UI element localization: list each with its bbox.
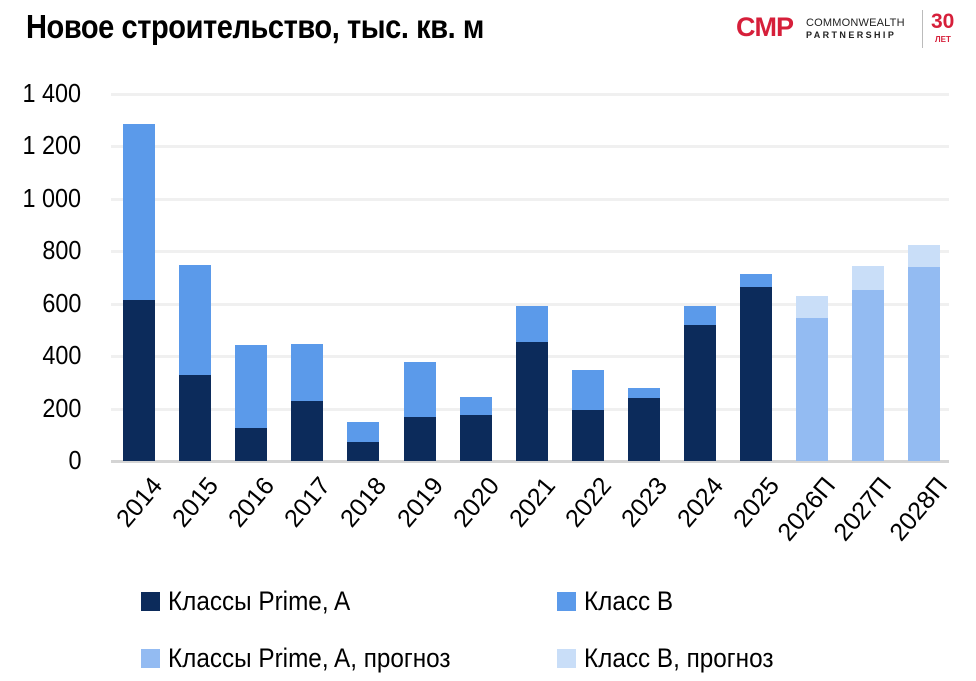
- legend-swatch: [557, 649, 576, 668]
- y-tick-label: 1 000: [22, 182, 81, 213]
- bar-segment: [235, 427, 268, 461]
- bar-segment: [740, 274, 773, 287]
- bar-segment: [740, 286, 773, 461]
- bar-segment: [179, 264, 212, 375]
- legend-item: Классы Prime, A, прогноз: [141, 643, 482, 674]
- legend-swatch: [141, 649, 160, 668]
- anniversary-number: 30: [931, 10, 955, 33]
- bar-segment: [852, 265, 885, 291]
- bar-2019: [403, 0, 436, 681]
- y-tick-label: 800: [41, 235, 81, 266]
- x-tick-label: 2017: [279, 472, 337, 533]
- bar-segment: [796, 317, 829, 461]
- bar-2022: [571, 0, 604, 681]
- chart-title: Новое строительство, тыс. кв. м: [26, 8, 484, 45]
- bar-segment: [403, 416, 436, 461]
- legend-item: Классы Prime, A: [141, 586, 370, 617]
- bar-segment: [684, 324, 716, 461]
- legend-swatch: [557, 592, 576, 611]
- bar-2024: [684, 0, 716, 681]
- gridline: [111, 197, 949, 201]
- bar-segment: [571, 409, 604, 461]
- bar-segment: [179, 375, 212, 461]
- legend-label: Классы Prime, A: [168, 586, 351, 616]
- bar-segment: [403, 361, 436, 417]
- gridline: [111, 250, 949, 254]
- bar-segment: [571, 370, 604, 410]
- x-tick-label: 2019: [391, 472, 449, 533]
- bar-2015: [179, 0, 212, 681]
- bar-2028П: [908, 0, 941, 681]
- x-axis-line: [111, 460, 949, 463]
- bar-2027П: [852, 0, 885, 681]
- legend-label: Классы Prime, A, прогноз: [168, 643, 451, 673]
- company-logo: CMP COMMONWEALTH PARTNERSHIP 30 ЛЕТ: [736, 10, 966, 50]
- bar-2017: [291, 0, 324, 681]
- legend-swatch: [141, 592, 160, 611]
- bar-2018: [347, 0, 380, 681]
- bar-segment: [347, 442, 380, 461]
- bar-2026П: [796, 0, 829, 681]
- logo-line-1: COMMONWEALTH: [806, 17, 905, 29]
- x-tick-label: 2023: [615, 472, 673, 533]
- logo-mark: CMP: [736, 12, 794, 42]
- bar-segment: [796, 295, 829, 318]
- x-tick-label: 2018: [335, 472, 393, 533]
- y-tick-label: 1 200: [22, 130, 81, 161]
- legend-item: Класс B: [557, 586, 683, 617]
- legend-label: Класс B, прогноз: [584, 643, 774, 673]
- y-tick-label: 1 400: [22, 78, 81, 108]
- x-tick-label: 2021: [503, 472, 561, 533]
- x-tick-label: 2016: [223, 472, 281, 533]
- bar-segment: [123, 123, 155, 301]
- bar-segment: [908, 244, 941, 267]
- bar-segment: [515, 341, 548, 461]
- bar-segment: [291, 344, 324, 401]
- bar-segment: [291, 400, 324, 461]
- x-tick-label: 2024: [671, 472, 730, 533]
- gridline: [111, 302, 949, 306]
- anniversary-label: ЛЕТ: [935, 35, 951, 44]
- bar-segment: [235, 344, 268, 428]
- logo-divider: [922, 10, 923, 48]
- y-tick-label: 0: [67, 445, 81, 475]
- bar-2021: [515, 0, 548, 681]
- bar-2020: [459, 0, 492, 681]
- bar-2023: [627, 0, 660, 681]
- bar-segment: [459, 397, 492, 416]
- y-tick-label: 400: [41, 340, 81, 371]
- bar-2025: [740, 0, 773, 681]
- bar-segment: [627, 387, 660, 399]
- bar-segment: [123, 300, 155, 461]
- legend-label: Класс B: [584, 586, 674, 616]
- bar-2014: [123, 0, 155, 681]
- bar-segment: [627, 398, 660, 461]
- y-tick-label: 200: [41, 392, 81, 423]
- y-tick-label: 600: [41, 287, 81, 318]
- bar-segment: [908, 267, 941, 461]
- gridline: [111, 93, 949, 96]
- bar-segment: [459, 415, 492, 461]
- bar-segment: [347, 421, 380, 443]
- gridline: [111, 145, 949, 149]
- logo-line-2: PARTNERSHIP: [806, 30, 897, 40]
- x-tick-label: 2014: [110, 472, 169, 533]
- bar-segment: [852, 290, 885, 461]
- bar-segment: [684, 306, 716, 325]
- x-tick-label: 2022: [559, 472, 617, 533]
- x-tick-label: 2020: [447, 472, 505, 533]
- x-tick-label: 2015: [166, 472, 225, 533]
- bar-2016: [235, 0, 268, 681]
- legend-item: Класс B, прогноз: [557, 643, 795, 674]
- bar-segment: [515, 306, 548, 342]
